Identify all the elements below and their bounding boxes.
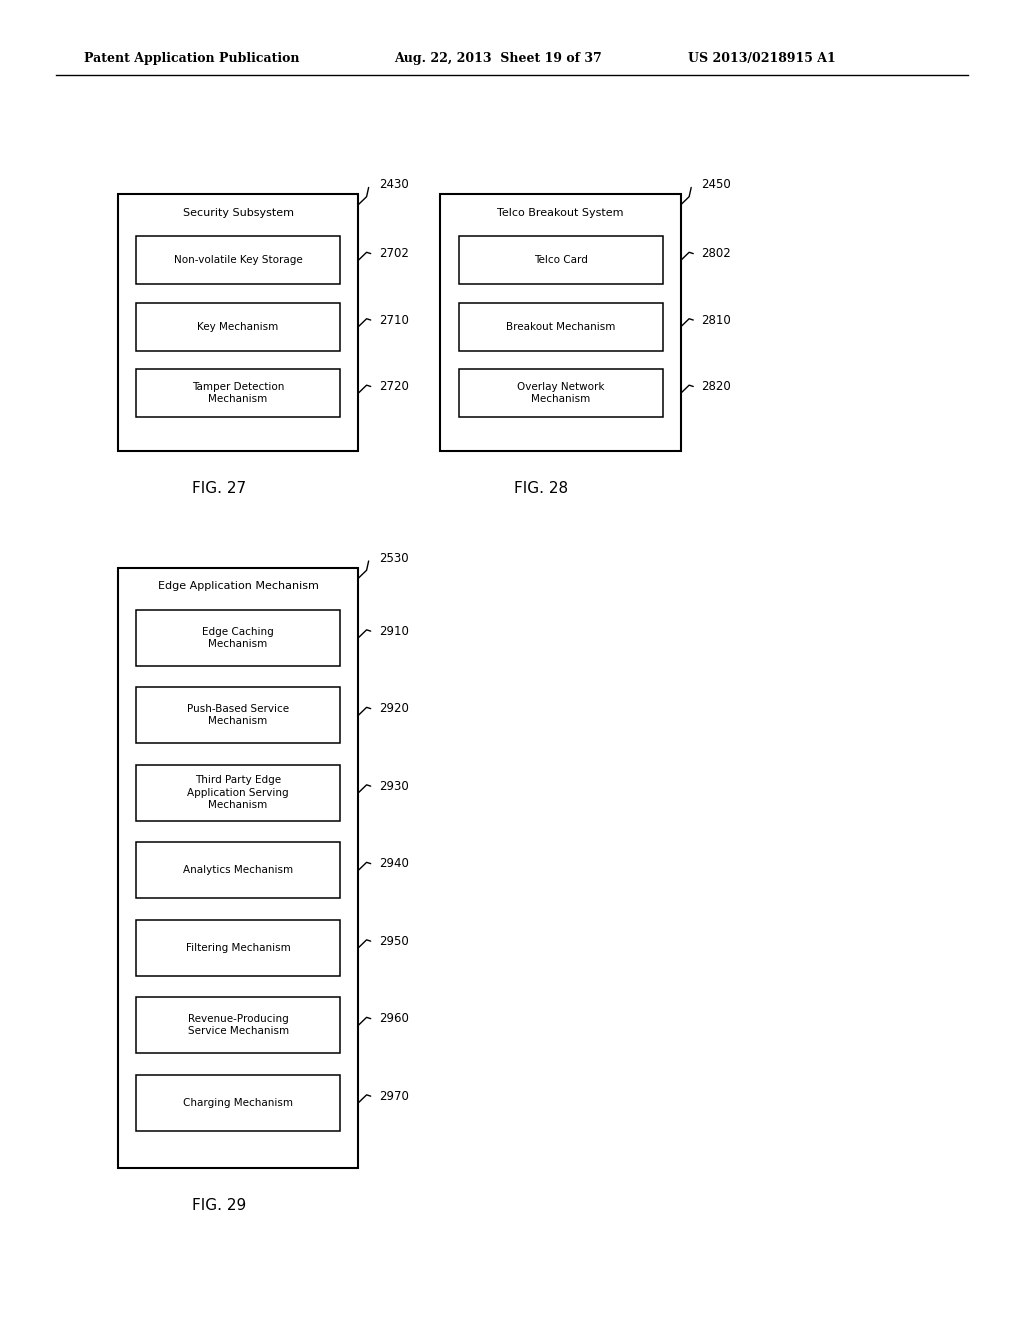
Text: 2910: 2910 xyxy=(379,624,409,638)
Bar xyxy=(136,998,340,1053)
Text: 2960: 2960 xyxy=(379,1012,409,1026)
Bar xyxy=(118,194,358,451)
Bar xyxy=(136,610,340,665)
Text: 2450: 2450 xyxy=(701,178,731,191)
Bar xyxy=(136,302,340,351)
Text: Breakout Mechanism: Breakout Mechanism xyxy=(506,322,615,331)
Text: Third Party Edge
Application Serving
Mechanism: Third Party Edge Application Serving Mec… xyxy=(187,775,289,810)
Text: 2820: 2820 xyxy=(701,380,731,393)
Text: Analytics Mechanism: Analytics Mechanism xyxy=(183,865,293,875)
Bar xyxy=(459,236,663,284)
Text: Push-Based Service
Mechanism: Push-Based Service Mechanism xyxy=(187,704,289,726)
Text: 2430: 2430 xyxy=(379,178,409,191)
Text: Revenue-Producing
Service Mechanism: Revenue-Producing Service Mechanism xyxy=(187,1014,289,1036)
Text: Telco Breakout System: Telco Breakout System xyxy=(498,207,624,218)
Text: Non-volatile Key Storage: Non-volatile Key Storage xyxy=(174,255,302,265)
Text: Key Mechanism: Key Mechanism xyxy=(198,322,279,331)
Text: 2810: 2810 xyxy=(701,314,731,326)
Text: US 2013/0218915 A1: US 2013/0218915 A1 xyxy=(688,51,836,65)
Text: 2720: 2720 xyxy=(379,380,409,393)
Text: 2950: 2950 xyxy=(379,935,409,948)
Bar xyxy=(136,236,340,284)
Text: 2940: 2940 xyxy=(379,857,409,870)
Text: Telco Card: Telco Card xyxy=(534,255,588,265)
Text: 2970: 2970 xyxy=(379,1089,409,1102)
Text: 2710: 2710 xyxy=(379,314,409,326)
Bar xyxy=(118,568,358,1168)
Bar xyxy=(440,194,681,451)
Bar xyxy=(136,920,340,975)
Text: Tamper Detection
Mechanism: Tamper Detection Mechanism xyxy=(191,381,285,404)
Text: 2802: 2802 xyxy=(701,247,731,260)
Bar xyxy=(459,370,663,417)
Text: Patent Application Publication: Patent Application Publication xyxy=(84,51,299,65)
Bar xyxy=(136,1074,340,1131)
Text: Overlay Network
Mechanism: Overlay Network Mechanism xyxy=(517,381,604,404)
Text: Charging Mechanism: Charging Mechanism xyxy=(183,1098,293,1107)
Text: Filtering Mechanism: Filtering Mechanism xyxy=(185,942,291,953)
Text: Security Subsystem: Security Subsystem xyxy=(182,207,294,218)
Bar xyxy=(459,302,663,351)
Text: 2920: 2920 xyxy=(379,702,409,715)
Bar xyxy=(136,688,340,743)
Text: FIG. 28: FIG. 28 xyxy=(514,480,568,496)
Bar xyxy=(136,764,340,821)
Text: FIG. 29: FIG. 29 xyxy=(191,1197,246,1213)
Text: FIG. 27: FIG. 27 xyxy=(191,480,246,496)
Text: 2530: 2530 xyxy=(379,552,409,565)
Text: Edge Application Mechanism: Edge Application Mechanism xyxy=(158,581,318,591)
Text: Edge Caching
Mechanism: Edge Caching Mechanism xyxy=(202,627,274,649)
Bar xyxy=(136,842,340,898)
Text: 2930: 2930 xyxy=(379,780,409,792)
Bar xyxy=(136,370,340,417)
Text: 2702: 2702 xyxy=(379,247,409,260)
Text: Aug. 22, 2013  Sheet 19 of 37: Aug. 22, 2013 Sheet 19 of 37 xyxy=(394,51,602,65)
